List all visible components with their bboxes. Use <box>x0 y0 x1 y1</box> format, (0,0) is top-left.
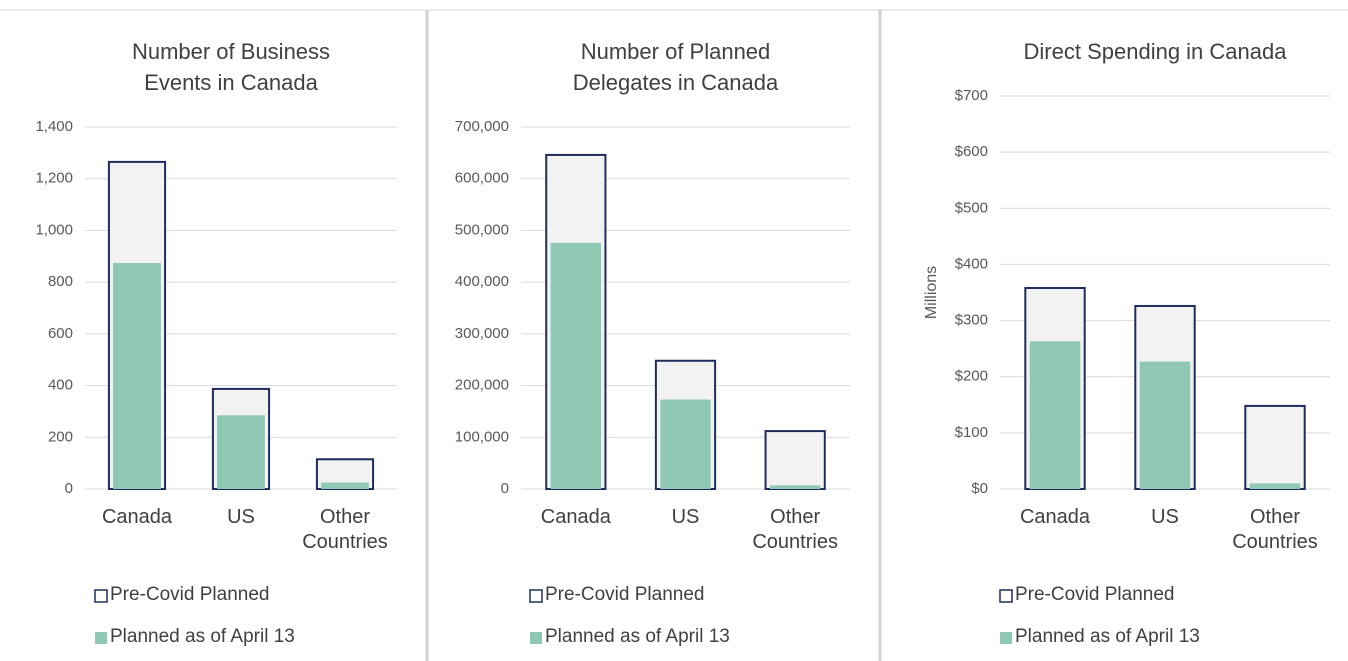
y-tick-label: $500 <box>955 199 988 216</box>
bar <box>660 399 711 489</box>
y-tick-label: 500,000 <box>455 221 509 238</box>
y-tick-label: $100 <box>955 424 988 441</box>
y-tick-label: $300 <box>955 312 988 329</box>
legend-marker <box>530 632 542 644</box>
y-tick-label: 100,000 <box>455 428 509 445</box>
x-tick-label: Other Countries <box>302 506 388 553</box>
y-tick-label: $600 <box>955 143 988 160</box>
y-tick-label: $700 <box>955 87 988 104</box>
x-tick-label: Other Countries <box>1232 506 1318 553</box>
x-tick-label: US <box>671 506 700 528</box>
y-tick-label: 700,000 <box>455 118 509 135</box>
legend-marker <box>94 589 108 603</box>
y-tick-label: 200,000 <box>455 377 509 394</box>
y-tick-label: 0 <box>501 480 509 497</box>
x-tick-label: Other Countries <box>752 506 838 553</box>
y-tick-label: $400 <box>955 255 988 272</box>
y-tick-label: 1,000 <box>35 221 73 238</box>
legend-marker <box>999 589 1013 603</box>
bar <box>113 263 161 489</box>
x-tick-label: Canada <box>101 506 173 528</box>
x-tick-label: US <box>227 506 255 528</box>
y-tick-label: $200 <box>955 368 988 385</box>
chart-title: Number of Planned Delegates in Canada <box>572 39 779 95</box>
y-tick-label: 600 <box>48 325 73 342</box>
legend-label: Pre-Covid Planned <box>110 584 270 605</box>
bar <box>1139 361 1191 489</box>
y-tick-label: 400,000 <box>455 273 509 290</box>
legend-label: Pre-Covid Planned <box>1015 584 1175 605</box>
legend-marker <box>95 632 107 644</box>
bar <box>217 415 265 489</box>
y-tick-label: 800 <box>48 273 73 290</box>
bar <box>764 430 826 490</box>
chart-title: Number of Business Events in Canada <box>131 39 331 95</box>
bar <box>321 482 369 489</box>
legend-label: Pre-Covid Planned <box>545 584 705 605</box>
legend-label: Planned as of April 13 <box>110 626 295 647</box>
y-tick-label: 600,000 <box>455 170 509 187</box>
y-tick-label: 200 <box>48 428 73 445</box>
legend-marker <box>1000 632 1012 644</box>
bar <box>769 485 821 489</box>
x-tick-label: Canada <box>540 506 611 528</box>
y-tick-label: 300,000 <box>455 325 509 342</box>
bar <box>550 242 602 489</box>
bar <box>1029 341 1081 489</box>
bar <box>1244 404 1306 490</box>
y-tick-label: 1,400 <box>35 118 73 135</box>
y-axis-label: Millions <box>923 266 940 319</box>
x-tick-label: US <box>1151 506 1179 528</box>
y-tick-label: 1,200 <box>35 170 73 187</box>
legend-label: Planned as of April 13 <box>1015 626 1200 647</box>
legend-marker <box>529 589 543 603</box>
y-tick-label: $0 <box>971 480 988 497</box>
chart-title: Direct Spending in Canada <box>1023 39 1287 64</box>
y-tick-label: 400 <box>48 377 73 394</box>
x-tick-label: Canada <box>1019 506 1091 528</box>
bar <box>1249 483 1301 489</box>
y-tick-label: 0 <box>65 480 73 497</box>
legend-label: Planned as of April 13 <box>545 626 730 647</box>
